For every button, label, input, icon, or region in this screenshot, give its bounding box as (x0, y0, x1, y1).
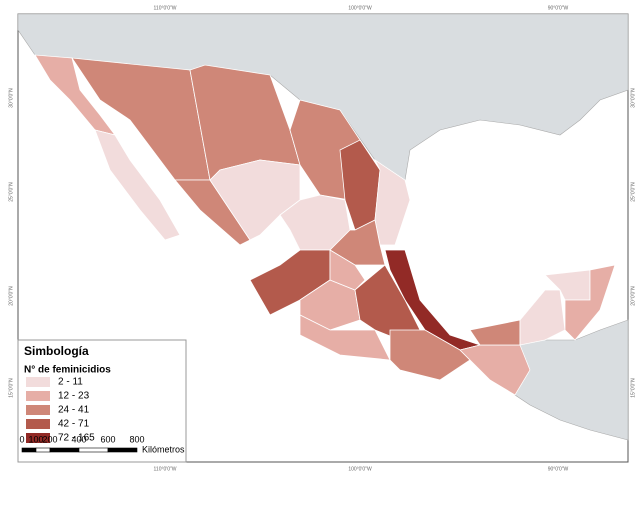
legend-label: 24 - 41 (58, 405, 90, 416)
graticule-label: 30°0'0"N (630, 88, 636, 108)
legend-swatch (26, 391, 50, 401)
graticule-label: 20°0'0"N (630, 286, 636, 306)
legend-swatch (26, 433, 50, 443)
legend-label: 2 - 11 (58, 377, 83, 388)
graticule-label: 100°0'0"W (348, 466, 372, 472)
scale-label: 600 (100, 434, 115, 444)
graticule-label: 20°0'0"N (8, 286, 14, 306)
legend-label: 12 - 23 (58, 391, 90, 402)
scale-label: 100 (28, 434, 43, 444)
mexico-states (34, 54, 616, 396)
legend-swatch (26, 405, 50, 415)
graticule-label: 25°0'0"N (630, 182, 636, 202)
scale-segment (35, 447, 51, 453)
scale-label: 800 (129, 434, 144, 444)
scale-segment (107, 447, 138, 453)
legend-swatch (26, 377, 50, 387)
neighbors (17, 13, 629, 441)
legend-title: Simbología (24, 344, 89, 358)
legend-label: 42 - 71 (58, 419, 90, 430)
legend-label: 72 - 165 (58, 433, 95, 444)
graticule-label: 100°0'0"W (348, 5, 372, 11)
scale-label: 0 (19, 434, 24, 444)
graticule-label: 15°0'0"N (8, 378, 14, 398)
scale-unit: Kilómetros (142, 444, 185, 454)
legend: Simbología N° de feminicidios 2 - 11 12 -… (24, 344, 111, 443)
scale-segment (78, 447, 109, 453)
legend-subtitle: N° de feminicidios (24, 365, 111, 376)
scale-segment (21, 447, 37, 453)
graticule-label: 90°0'0"W (548, 466, 569, 472)
scale-label: 400 (71, 434, 86, 444)
scale-label: 200 (42, 434, 57, 444)
scale-segment (49, 447, 80, 453)
graticule-label: 90°0'0"W (548, 5, 569, 11)
graticule-label: 110°0'0"W (154, 5, 177, 11)
legend-swatch (26, 419, 50, 429)
graticule-label: 110°0'0"W (154, 466, 177, 472)
graticule-label: 30°0'0"N (8, 88, 14, 108)
graticule-label: 15°0'0"N (630, 378, 636, 398)
graticule-label: 25°0'0"N (8, 182, 14, 202)
graticule-labels: 110°0'0"W 100°0'0"W 90°0'0"W 110°0'0"W 100°0… (8, 5, 636, 472)
